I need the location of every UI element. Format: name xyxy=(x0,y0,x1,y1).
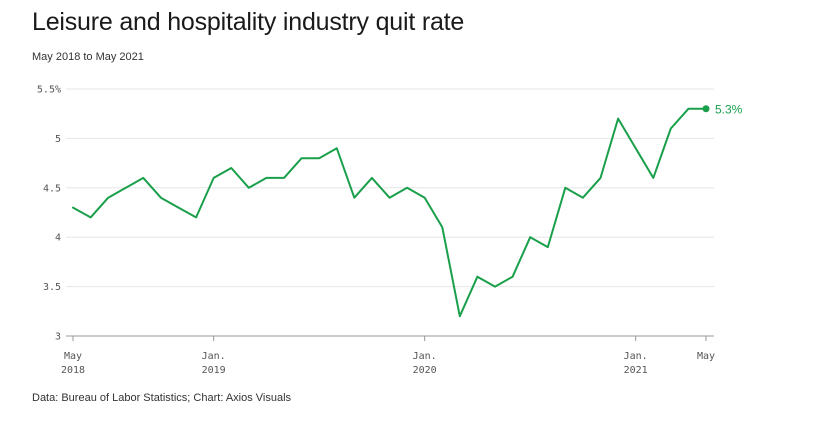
chart-title: Leisure and hospitality industry quit ra… xyxy=(32,8,465,36)
x-tick-year-label: 2018 xyxy=(61,365,85,376)
end-point-marker xyxy=(702,105,710,113)
x-tick-label: Jan. xyxy=(413,351,437,362)
grid-lines xyxy=(66,88,714,337)
end-value-label: 5.3% xyxy=(715,102,743,116)
x-tick-label: May xyxy=(697,351,715,362)
x-tick-label: Jan. xyxy=(624,351,648,362)
y-tick-label: 4 xyxy=(55,233,61,244)
x-axis-ticks: May 2018 Jan. 2019 Jan. 2020 Jan. 2021 May xyxy=(61,336,715,376)
series-line-layer xyxy=(72,107,707,318)
x-tick-year-label: 2020 xyxy=(413,365,437,376)
y-tick-label: 5 xyxy=(55,134,61,145)
y-tick-label: 5.5% xyxy=(37,85,61,96)
x-tick-year-label: 2021 xyxy=(624,365,648,376)
chart-subtitle: May 2018 to May 2021 xyxy=(32,51,144,63)
x-tick-label: Jan. xyxy=(202,351,226,362)
x-tick-label: May xyxy=(64,351,82,362)
quit-rate-line xyxy=(72,107,707,318)
y-tick-label: 4.5 xyxy=(43,183,61,194)
end-marker-layer: 5.3% xyxy=(702,102,743,116)
y-axis-ticks: 3 3.5 4 4.5 5 5.5% xyxy=(37,85,61,343)
y-tick-label: 3 xyxy=(55,332,61,343)
y-tick-label: 3.5 xyxy=(43,282,61,293)
source-note: Data: Bureau of Labor Statistics; Chart:… xyxy=(32,392,292,404)
x-tick-year-label: 2019 xyxy=(202,365,226,376)
